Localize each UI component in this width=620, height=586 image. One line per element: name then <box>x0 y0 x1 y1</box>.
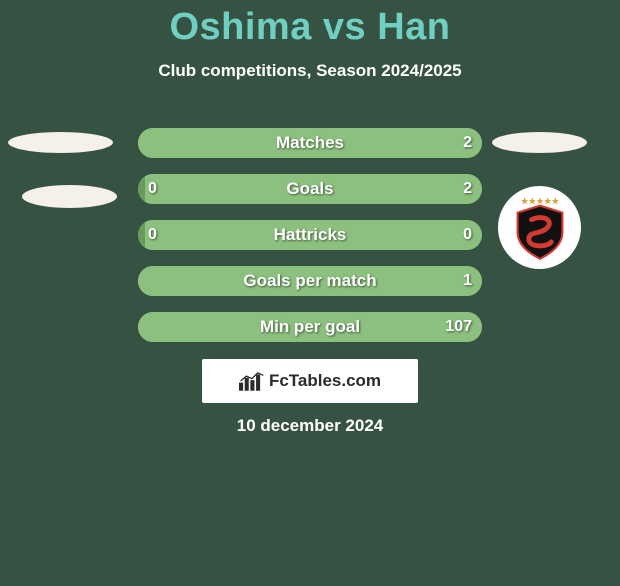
stat-row: Goals0 2 <box>138 174 482 204</box>
stat-label: Goals per match <box>138 266 482 296</box>
stat-value-right: 2 <box>463 174 472 204</box>
stat-row: Matches2 <box>138 128 482 158</box>
date-text: 10 december 2024 <box>0 416 620 436</box>
stat-label: Min per goal <box>138 312 482 342</box>
right-club-badge <box>498 186 581 269</box>
stat-value-right: 2 <box>463 128 472 158</box>
title-vs: vs <box>323 6 377 48</box>
page-title: Oshima vs Han <box>0 6 620 49</box>
stat-value-right: 1 <box>463 266 472 296</box>
subtitle: Club competitions, Season 2024/2025 <box>0 61 620 81</box>
fctables-watermark-link[interactable]: FcTables.com <box>202 359 418 403</box>
left-player-avatar-placeholder-2 <box>22 185 117 208</box>
stat-row: Hattricks0 0 <box>138 220 482 250</box>
stats-container: Matches2Goals02Hattricks00Goals per matc… <box>138 128 482 358</box>
stat-label: Matches <box>138 128 482 158</box>
bars-icon <box>239 370 265 392</box>
stat-label: Hattricks <box>138 220 482 250</box>
pohang-steelers-logo <box>505 193 575 263</box>
stat-value-left: 0 <box>148 174 157 204</box>
watermark-text: FcTables.com <box>269 371 381 391</box>
stat-value-right: 0 <box>463 220 472 250</box>
stat-value-left: 0 <box>148 220 157 250</box>
stat-value-right: 107 <box>445 312 472 342</box>
title-right-name: Han <box>377 6 450 48</box>
stat-row: Goals per match1 <box>138 266 482 296</box>
right-player-avatar-placeholder <box>492 132 587 153</box>
left-player-avatar-placeholder-1 <box>8 132 113 153</box>
stat-row: Min per goal107 <box>138 312 482 342</box>
stat-label: Goals <box>138 174 482 204</box>
title-left-name: Oshima <box>169 6 311 48</box>
